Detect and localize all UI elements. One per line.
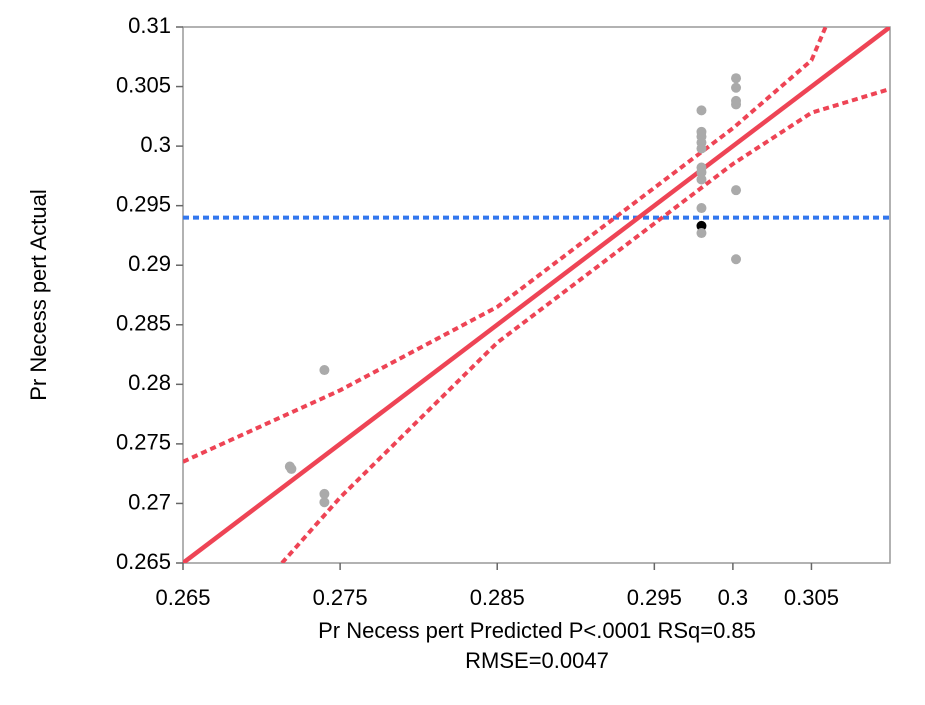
data-point [319, 488, 330, 499]
data-point [731, 254, 742, 265]
x-tick-label: 0.265 [155, 585, 210, 610]
data-point [286, 463, 297, 474]
data-point [731, 99, 742, 110]
x-tick-label: 0.3 [718, 585, 749, 610]
plot-lines [183, 27, 890, 563]
data-point [696, 143, 707, 154]
data-point [319, 365, 330, 376]
x-tick-label: 0.275 [313, 585, 368, 610]
y-axis-label: Pr Necess pert Actual [26, 189, 51, 401]
confidence-curve [183, 27, 828, 464]
data-point [731, 82, 742, 93]
data-point [696, 174, 707, 185]
y-tick-label: 0.295 [116, 191, 171, 216]
data-point [319, 497, 330, 508]
data-point [696, 167, 707, 178]
y-tick-label: 0.265 [116, 549, 171, 574]
x-tick-label: 0.305 [784, 585, 839, 610]
y-tick-label: 0.275 [116, 430, 171, 455]
data-point [696, 228, 707, 239]
data-point [696, 220, 707, 231]
data-point [731, 73, 742, 84]
y-tick-label: 0.27 [128, 489, 171, 514]
y-tick-label: 0.29 [128, 251, 171, 276]
y-tick-label: 0.28 [128, 370, 171, 395]
x-axis-label: Pr Necess pert Predicted P<.0001 RSq=0.8… [318, 618, 756, 643]
x-axis-label: RMSE=0.0047 [465, 648, 609, 673]
confidence-curve [280, 87, 890, 563]
y-tick-label: 0.31 [128, 13, 171, 38]
y-tick-label: 0.305 [116, 72, 171, 97]
y-tick-label: 0.3 [140, 132, 171, 157]
data-point [696, 105, 707, 116]
x-tick-label: 0.295 [627, 585, 682, 610]
x-tick-label: 0.285 [470, 585, 525, 610]
data-point [696, 203, 707, 214]
data-point [731, 185, 742, 196]
y-tick-label: 0.285 [116, 311, 171, 336]
fit-line [183, 27, 890, 563]
